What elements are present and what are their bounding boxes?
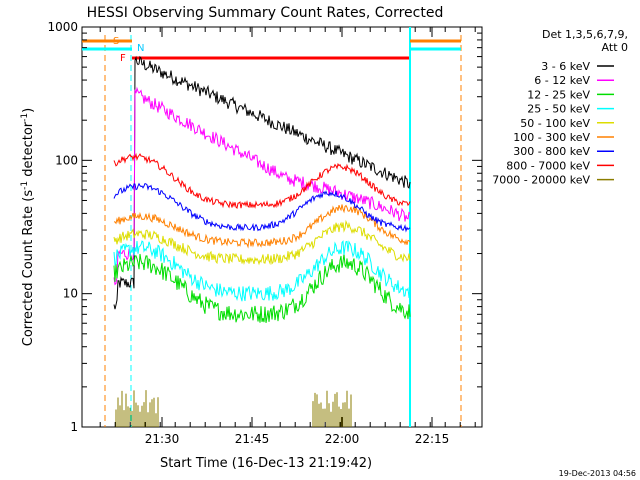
series-line-3-6kev (113, 55, 411, 310)
series-line-100-300kev (113, 204, 411, 249)
legend-header-line-2: Att 0 (602, 41, 628, 54)
legend-label-7: 800 - 7000 keV (506, 159, 590, 172)
legend-label-3: 25 - 50 keV (527, 103, 590, 116)
legend-label-0: 3 - 6 keV (541, 60, 590, 73)
series-line-7000-20000kev (115, 390, 352, 427)
series-line-50-100kev (113, 219, 411, 266)
chart-title: HESSI Observing Summary Count Rates, Cor… (87, 5, 444, 21)
y-tick-label: 1000 (47, 20, 78, 34)
x-tick-label: 21:30 (145, 432, 180, 446)
x-tick-label: 21:45 (235, 432, 270, 446)
y-axis-label: Corrected Count Rate (s-1 detector-1) (20, 108, 36, 346)
legend-label-4: 50 - 100 keV (520, 117, 590, 130)
time-markers: S NF (82, 27, 462, 427)
series-line-25-50kev (113, 240, 411, 302)
series-line-12-25kev (113, 253, 411, 323)
series-line-300-800kev (113, 182, 411, 233)
x-axis-label: Start Time (16-Dec-13 21:19:42) (160, 456, 372, 471)
timestamp: 19-Dec-2013 04:56 (559, 469, 636, 478)
y-axis: 1 10 100 1000 (47, 20, 482, 434)
series-line-800-7000kev (113, 152, 411, 209)
legend-label-1: 6 - 12 keV (534, 74, 590, 87)
x-tick-label: 22:00 (325, 432, 360, 446)
legend-label-8: 7000 - 20000 keV (492, 174, 590, 187)
flag-label-f: F (120, 53, 126, 64)
legend-header-line-1: Det 1,3,5,6,7,9, (542, 28, 628, 41)
x-tick-label: 22:15 (415, 432, 450, 446)
legend-label-5: 100 - 300 keV (513, 131, 590, 144)
legend-label-6: 300 - 800 keV (513, 145, 590, 158)
flag-label-s: S (113, 36, 119, 47)
y-tick-label: 10 (63, 287, 78, 301)
x-axis: 21:30 21:45 22:00 22:15 (99, 27, 476, 446)
legend-label-2: 12 - 25 keV (527, 88, 590, 101)
plot-frame (81, 26, 483, 428)
series-layer (113, 55, 411, 427)
flag-label-n: N (137, 43, 144, 54)
series-line-6-12kev (113, 86, 411, 286)
y-tick-label: 1 (70, 420, 78, 434)
y-tick-label: 100 (55, 153, 78, 167)
